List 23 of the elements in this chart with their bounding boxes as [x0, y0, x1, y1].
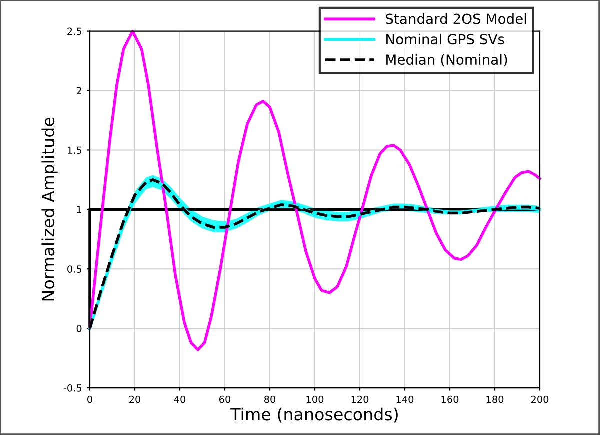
x-tick-label: 80 — [264, 396, 276, 404]
x-tick-label: 160 — [442, 396, 459, 404]
legend-label: Median (Nominal) — [386, 54, 508, 67]
x-tick-label: 0 — [88, 396, 92, 404]
y-tick-label: 2.5 — [68, 28, 82, 36]
y-tick-label: -0.5 — [64, 384, 82, 392]
x-tick-label: 60 — [219, 396, 231, 404]
x-tick-label: 20 — [130, 396, 141, 404]
y-tick-label: 0 — [76, 325, 82, 332]
x-tick-label: 120 — [352, 396, 369, 404]
legend-label: Standard 2OS Model — [386, 14, 526, 24]
y-tick-label: 2 — [76, 87, 82, 94]
y-tick-label: 1 — [77, 206, 82, 214]
x-tick-label: 200 — [531, 396, 549, 404]
x-axis-title: Time (nanoseconds) — [230, 408, 398, 423]
x-tick-label: 180 — [486, 396, 504, 404]
y-tick-label: 1.5 — [68, 146, 82, 154]
legend-label: Nominal GPS SVs — [386, 34, 504, 45]
y-axis-title: Normalized Amplitude — [42, 118, 58, 301]
y-tick-label: 0.5 — [68, 266, 82, 273]
x-tick-label: 40 — [174, 396, 186, 404]
x-tick-label: 100 — [306, 396, 324, 404]
x-tick-label: 140 — [396, 396, 414, 404]
